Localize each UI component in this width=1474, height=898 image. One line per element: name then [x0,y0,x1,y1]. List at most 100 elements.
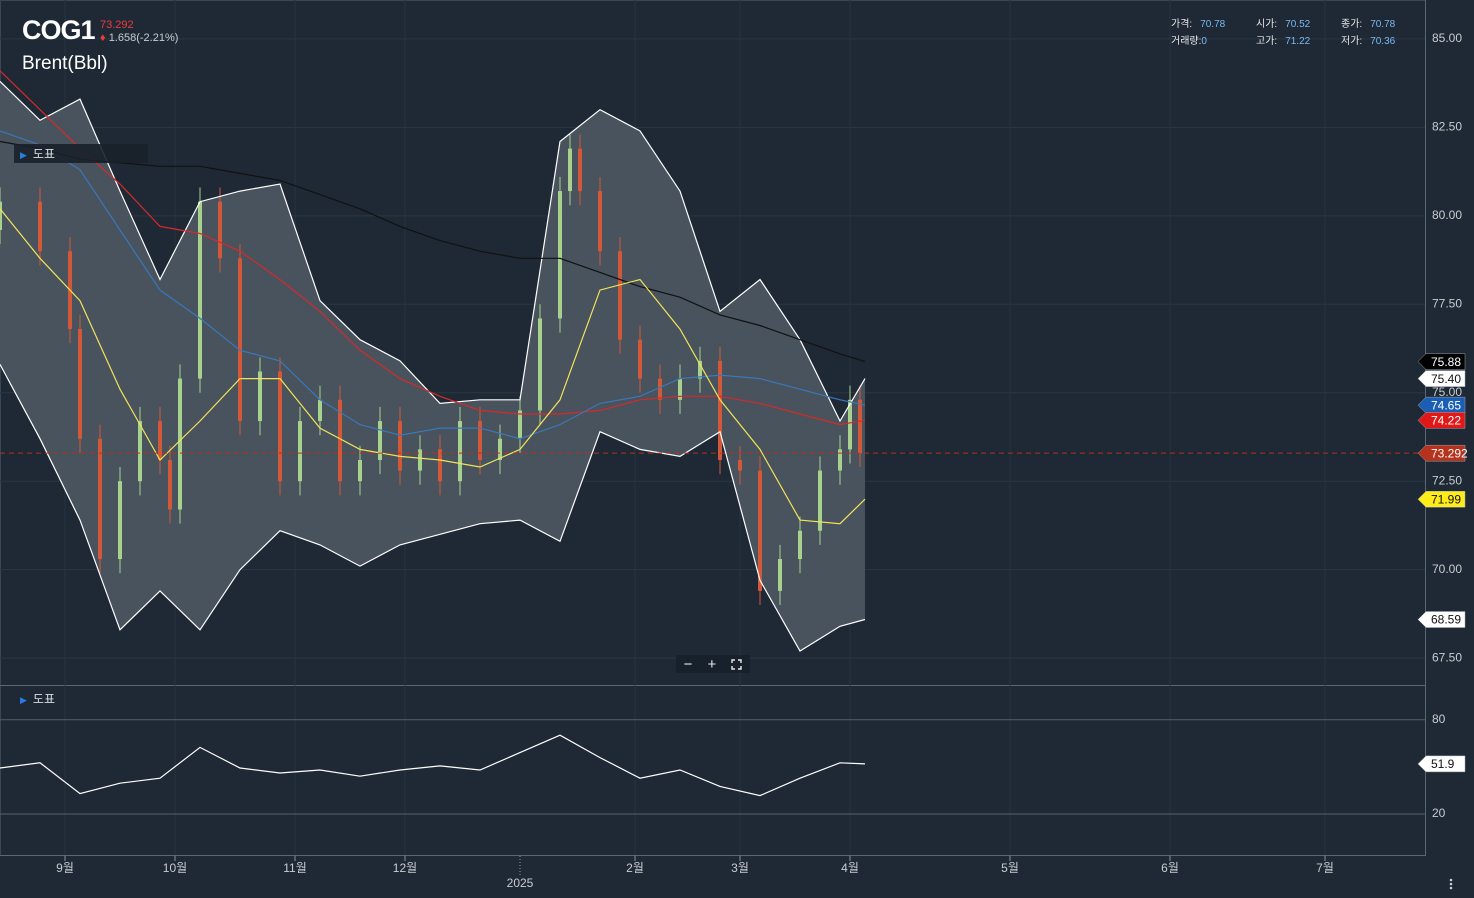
symbol: COG1 [22,15,96,45]
candle-body [138,421,142,482]
candle-body [238,258,242,422]
x-tick-label: 7월 [1316,861,1334,875]
candle-body [258,371,262,422]
candle-body [778,559,782,591]
zoom-toolbar: − + [676,655,750,673]
candle-body [558,191,562,319]
x-tick-label: 9월 [56,861,74,875]
info-item: 종가: 70.78 [1341,15,1395,30]
zoom-out-button[interactable]: − [683,655,693,673]
info-value: 70.78 [1200,19,1226,30]
candle-body [478,421,482,460]
candle-body [738,459,742,471]
info-item: 가격: 70.78 [1171,15,1225,30]
candle-body [338,399,342,482]
price-tag [1417,370,1466,387]
price-tag-label: 74.65 [1431,398,1461,412]
candle-body [98,438,102,560]
y-tick-label: 85.00 [1432,31,1462,45]
info-label: 거래량: [1171,36,1202,47]
candle-body [178,378,182,510]
candle-body [858,399,862,454]
y-tick-label: 82.50 [1432,120,1462,134]
price-tag [1417,490,1466,508]
candle-body [118,481,122,560]
bollinger-band-fill [0,81,865,652]
price-tag-label: 51.9 [1431,757,1455,771]
y-tick-label: 80 [1432,712,1446,726]
panel-toggle[interactable]: ▶ 도표 [20,692,56,706]
info-item: 저가: 70.36 [1341,32,1395,47]
price-tag [1417,412,1466,429]
candle-body [0,201,2,230]
y-tick-label: 20 [1432,806,1446,820]
y-tick-label: 72.50 [1432,473,1462,487]
info-item: 거래량:0 [1171,32,1207,47]
indicator-line [0,130,866,440]
indicator-line [0,208,866,525]
x-tick-label: 12월 [393,861,417,875]
indicator-line [0,70,866,426]
candle-body [438,449,442,482]
candle-body [418,449,422,471]
info-value: 70.78 [1370,19,1396,30]
info-label: 시가: [1256,19,1278,30]
candle-body [538,318,542,411]
zoom-in-button[interactable]: + [707,655,717,673]
info-label: 가격: [1171,19,1193,30]
candle-body [598,191,602,252]
x-tick-label: 5월 [1001,861,1019,875]
candle-body [298,421,302,482]
candle-body [358,459,362,482]
panel-toggle[interactable]: ▶ 도표 [14,144,148,163]
x-tick-label: 2월 [626,861,644,875]
price-tag-label: 75.88 [1431,355,1461,369]
candle-body [838,449,842,471]
menu-button[interactable] [1446,876,1456,892]
candle-body [38,201,42,252]
price-tag [1417,611,1466,628]
oscillator-line [0,734,866,797]
price-tag-label: 75.40 [1431,372,1461,386]
x-tick-label: 6월 [1161,861,1179,875]
candle-body [378,421,382,460]
candle-body [398,421,402,471]
pane [0,719,1425,815]
candle-body [818,470,822,531]
price-tag-label: 73.292 [1431,446,1468,460]
candle-body [568,148,572,192]
fullscreen-button[interactable] [731,658,743,670]
price-tag [1417,396,1466,414]
x-tick-label: 10월 [163,861,187,875]
price-change: 1.658(-2.21%) [108,32,179,44]
y-tick-label: 70.00 [1432,562,1462,576]
candle-body [638,339,642,379]
y-tick-label: 77.50 [1432,296,1462,310]
info-label: 고가: [1256,36,1278,47]
info-item: 고가: 71.22 [1256,32,1310,47]
price-tag-label: 71.99 [1431,492,1461,506]
candle-body [498,438,502,460]
candle-body [698,360,702,379]
price-tag-label: 74.22 [1431,414,1461,428]
info-label: 종가: [1341,19,1363,30]
candle-body [318,399,322,422]
info-value: 71.22 [1285,36,1311,47]
indicator-line [0,140,866,363]
instrument-name: Brent(Bbl) [22,53,108,74]
candle-body [158,421,162,460]
candle-body [718,360,722,460]
candle-body [678,378,682,400]
candle-body [578,148,582,192]
info-item: 시가: 70.52 [1256,15,1310,30]
candle-body [518,410,522,439]
candle-body [78,329,82,439]
y-tick-label: 75.00 [1432,385,1462,399]
panel-label: 도표 [32,692,56,706]
price-tag [1417,353,1466,370]
candle-body [618,251,622,340]
candle-body [458,421,462,482]
info-value: 70.36 [1370,36,1396,47]
